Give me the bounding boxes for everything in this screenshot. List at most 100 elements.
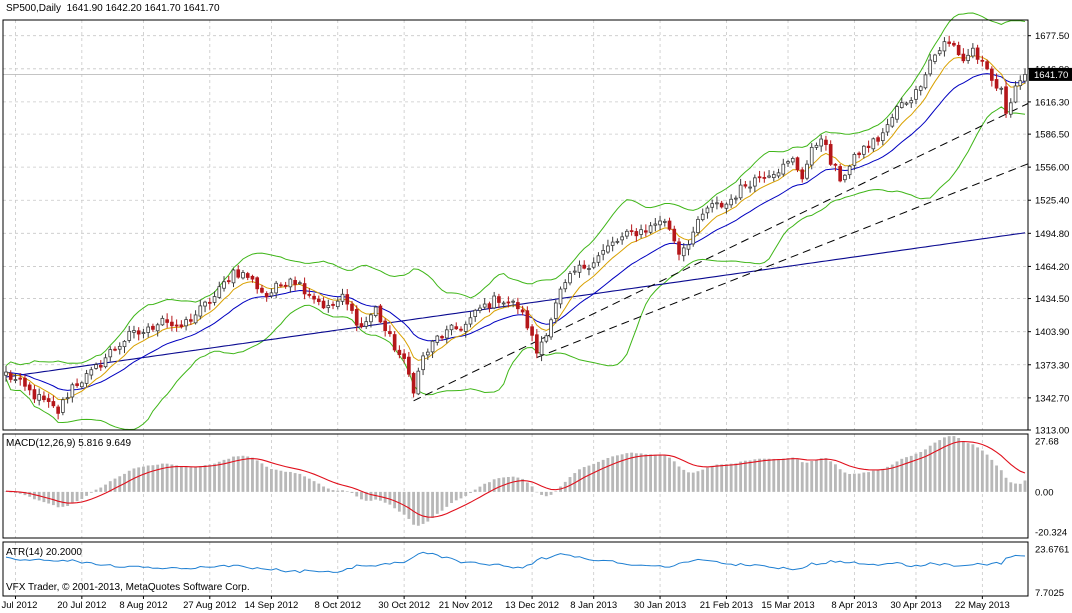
macd-histogram-bar: [938, 440, 942, 492]
candle-body: [444, 329, 449, 339]
axis-layer: 1677.501646.901616.301586.501556.001525.…: [0, 31, 1072, 611]
candle-body: [549, 319, 553, 338]
macd-histogram-bar: [701, 469, 705, 492]
candle-body: [193, 314, 198, 324]
macd-histogram-bar: [33, 491, 36, 500]
macd-histogram-bar: [241, 455, 245, 492]
macd-histogram-bar: [1023, 480, 1027, 492]
candle-body: [264, 293, 269, 298]
macd-histogram-bar: [175, 465, 179, 492]
candle-body: [487, 303, 492, 309]
chart-header: SP500,Daily 1641.90 1642.20 1641.70 1641…: [6, 3, 220, 14]
candle-body: [838, 166, 842, 182]
macd-histogram-bar: [772, 458, 776, 492]
macd-histogram-bar: [198, 466, 202, 492]
macd-histogram-bar: [336, 490, 340, 492]
macd-histogram-bar: [265, 466, 269, 492]
price-tick-label: 1403.90: [1035, 327, 1069, 338]
candle-body: [42, 395, 46, 401]
candle-body: [715, 202, 719, 205]
macd-histogram-bar: [213, 463, 216, 492]
candle-body: [1004, 86, 1008, 114]
macd-histogram-bar: [440, 491, 444, 511]
macd-histogram-bar: [682, 469, 686, 492]
candle-body: [8, 373, 13, 380]
macd-histogram-bar: [269, 469, 273, 492]
candle-body: [762, 177, 767, 179]
macd-histogram-bar: [601, 459, 605, 492]
macd-histogram-bar: [696, 471, 700, 492]
candle-body: [691, 231, 696, 245]
candle-body: [373, 306, 378, 316]
time-tick-label: 8 Oct 2012: [315, 600, 361, 611]
candle-body: [753, 177, 757, 187]
macd-histogram-bar: [748, 460, 752, 492]
macd-histogram-bar: [298, 473, 302, 492]
price-tick-label: 1556.00: [1035, 163, 1069, 174]
time-tick-label: 15 Mar 2013: [761, 600, 814, 611]
candle-body: [866, 145, 871, 148]
time-tick-label: 22 May 2013: [955, 600, 1010, 611]
macd-histogram-bar: [260, 463, 264, 492]
macd-histogram-bar: [663, 455, 667, 492]
candle-body: [800, 169, 805, 180]
macd-histogram-bar: [435, 491, 439, 514]
macd-histogram-bar: [506, 477, 510, 492]
macd-histogram-bar: [777, 459, 780, 492]
candle-body: [316, 298, 321, 303]
macd-histogram-bar: [445, 491, 449, 507]
macd-histogram-bar: [767, 458, 771, 492]
candle-body: [961, 53, 966, 62]
macd-histogram-bar: [924, 449, 927, 492]
macd-histogram-bar: [597, 461, 600, 492]
candle-body: [298, 282, 302, 285]
macd-histogram-bar: [753, 459, 757, 492]
time-tick-label: 21 Feb 2013: [700, 600, 753, 611]
candle-body: [928, 59, 933, 75]
macd-histogram-bar: [947, 436, 951, 492]
macd-histogram-bar: [9, 491, 13, 493]
macd-histogram-bar: [454, 491, 458, 501]
macd-histogram-bar: [28, 491, 32, 497]
macd-histogram-bar: [805, 462, 809, 492]
macd-histogram-bar: [871, 470, 875, 492]
macd-histogram-bar: [743, 460, 747, 492]
candle-body: [307, 293, 312, 296]
macd-histogram-bar: [227, 458, 231, 492]
macd-histogram-bar: [165, 463, 169, 492]
candle-body: [283, 284, 288, 287]
candle-body: [70, 384, 75, 398]
candle-body: [80, 382, 84, 388]
candle-body: [648, 225, 653, 233]
candle-body: [212, 296, 217, 303]
macd-histogram-bar: [838, 469, 842, 492]
macd-histogram-bar: [848, 473, 852, 492]
candle-body: [497, 296, 501, 303]
macd-histogram-bar: [369, 491, 373, 501]
macd-histogram-bar: [47, 491, 51, 504]
macd-histogram-bar: [483, 483, 487, 492]
candle-body: [696, 218, 700, 234]
macd-histogram-bar: [75, 491, 79, 502]
candle-body: [312, 295, 316, 300]
macd-histogram-bar: [824, 458, 828, 492]
candle-body: [388, 331, 392, 335]
macd-histogram-bar: [611, 456, 615, 492]
ema200-line: [5, 232, 1026, 378]
macd-tick-label: -20.324: [1035, 527, 1067, 538]
macd-histogram-bar: [815, 459, 818, 492]
candle-body: [677, 241, 681, 255]
macd-histogram-bar: [279, 470, 283, 492]
candle-body: [511, 300, 515, 303]
time-tick-label: 8 Jan 2013: [570, 600, 617, 611]
candle-body: [767, 175, 771, 178]
candle-body: [790, 158, 795, 163]
macd-histogram-bar: [905, 457, 908, 492]
macd-histogram-bar: [288, 471, 292, 492]
macd-histogram-bar: [525, 482, 529, 492]
macd-histogram-bar: [739, 461, 743, 492]
candle-body: [27, 384, 32, 391]
macd-histogram-bar: [829, 461, 833, 492]
candle-body: [1018, 80, 1023, 87]
